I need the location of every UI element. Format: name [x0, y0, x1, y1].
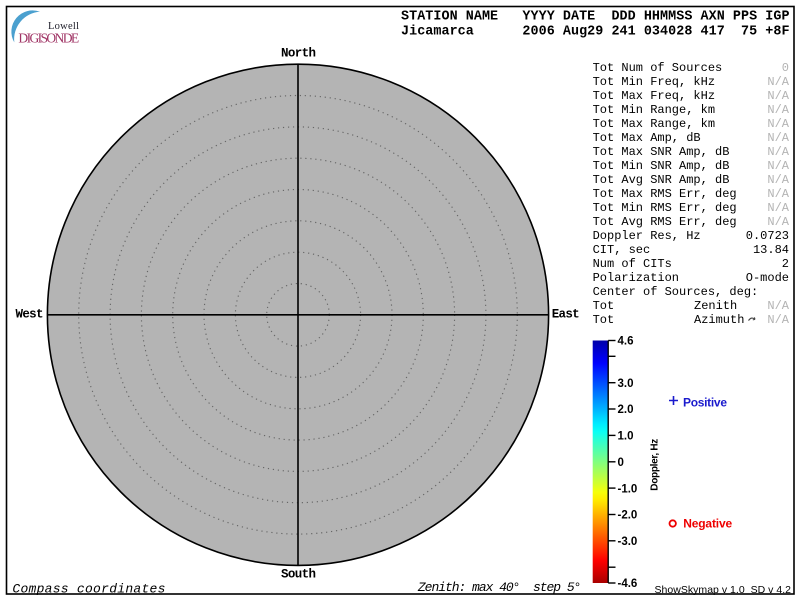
svg-text:Lowell: Lowell — [48, 21, 79, 32]
svg-text:N/A: N/A — [767, 117, 789, 131]
svg-text:N/A: N/A — [767, 145, 789, 159]
svg-text:O-mode: O-mode — [746, 271, 789, 285]
svg-text:Tot: Tot — [593, 299, 615, 313]
svg-text:West: West — [16, 308, 44, 322]
svg-text:2.0: 2.0 — [618, 404, 634, 416]
svg-text:Azimuth: Azimuth — [694, 313, 744, 327]
svg-text:N/A: N/A — [767, 299, 789, 313]
svg-text:Polarization: Polarization — [593, 271, 679, 285]
svg-text:N/A: N/A — [767, 89, 789, 103]
svg-text:N/A: N/A — [767, 201, 789, 215]
svg-text:Tot Min Range, km: Tot Min Range, km — [593, 103, 715, 117]
svg-text:Tot Max Range, km: Tot Max Range, km — [593, 117, 715, 131]
svg-text:DIGISONDE: DIGISONDE — [18, 30, 79, 45]
svg-text:2: 2 — [782, 257, 789, 271]
svg-text:Tot Min Freq, kHz: Tot Min Freq, kHz — [593, 75, 715, 89]
svg-text:Tot Max SNR Amp, dB: Tot Max SNR Amp, dB — [593, 145, 730, 159]
svg-text:Tot Max RMS Err, deg: Tot Max RMS Err, deg — [593, 187, 737, 201]
svg-text:Zenith: max 40° step 5°: Zenith: max 40° step 5° — [417, 580, 582, 595]
svg-text:1.0: 1.0 — [618, 431, 634, 443]
svg-text:Center of Sources, deg:: Center of Sources, deg: — [593, 285, 759, 299]
svg-text:-2.0: -2.0 — [618, 510, 638, 522]
svg-text:N/A: N/A — [767, 75, 789, 89]
svg-text:N/A: N/A — [767, 103, 789, 117]
svg-text:N/A: N/A — [767, 173, 789, 187]
svg-text:Doppler Res, Hz: Doppler Res, Hz — [593, 229, 701, 243]
svg-text:13.84: 13.84 — [753, 243, 789, 257]
svg-text:Zenith: Zenith — [694, 299, 737, 313]
svg-text:CIT, sec: CIT, sec — [593, 243, 651, 257]
svg-text:Tot Min SNR Amp, dB: Tot Min SNR Amp, dB — [593, 159, 730, 173]
svg-text:Tot Min RMS Err, deg: Tot Min RMS Err, deg — [593, 201, 737, 215]
svg-text:Positive: Positive — [683, 395, 727, 409]
svg-text:Tot Max Amp, dB: Tot Max Amp, dB — [593, 131, 701, 145]
svg-text:N/A: N/A — [767, 159, 789, 173]
svg-text:-4.6: -4.6 — [618, 578, 638, 590]
svg-text:South: South — [281, 568, 316, 582]
svg-text:N/A: N/A — [767, 131, 789, 145]
svg-text:Tot Avg SNR Amp, dB: Tot Avg SNR Amp, dB — [593, 173, 730, 187]
svg-text:-3.0: -3.0 — [618, 536, 638, 548]
svg-text:-1.0: -1.0 — [618, 483, 638, 495]
svg-text:0.0723: 0.0723 — [746, 229, 789, 243]
svg-text:0: 0 — [782, 61, 789, 75]
svg-text:Compass coordinates: Compass coordinates — [12, 582, 165, 597]
svg-text:Num of CITs: Num of CITs — [593, 257, 672, 271]
svg-text:N/A: N/A — [767, 187, 789, 201]
svg-text:STATION NAME YYYY DATE DDD: STATION NAME YYYY DATE DDD HHMMSS AXN PP… — [401, 9, 790, 24]
svg-text:3.0: 3.0 — [618, 378, 634, 390]
svg-text:Doppler, Hz: Doppler, Hz — [650, 439, 661, 491]
svg-text:Jicamarca 2006 Aug29 241: Jicamarca 2006 Aug29 241 034028 417 75 +… — [401, 25, 790, 40]
svg-text:0: 0 — [618, 457, 624, 469]
svg-text:Tot: Tot — [593, 313, 615, 327]
svg-text:N/A: N/A — [767, 215, 789, 229]
svg-text:N/A: N/A — [767, 313, 789, 327]
svg-text:ShowSkymap v 1.0 SD v 4.2: ShowSkymap v 1.0 SD v 4.2 — [655, 584, 792, 596]
svg-text:Tot Max Freq, kHz: Tot Max Freq, kHz — [593, 89, 715, 103]
svg-text:East: East — [552, 308, 580, 322]
svg-text:Tot Avg RMS Err, deg: Tot Avg RMS Err, deg — [593, 215, 737, 229]
svg-text:4.6: 4.6 — [618, 336, 634, 348]
svg-text:Negative: Negative — [683, 517, 732, 531]
svg-text:Tot Num of Sources: Tot Num of Sources — [593, 61, 723, 75]
svg-text:North: North — [281, 47, 316, 61]
